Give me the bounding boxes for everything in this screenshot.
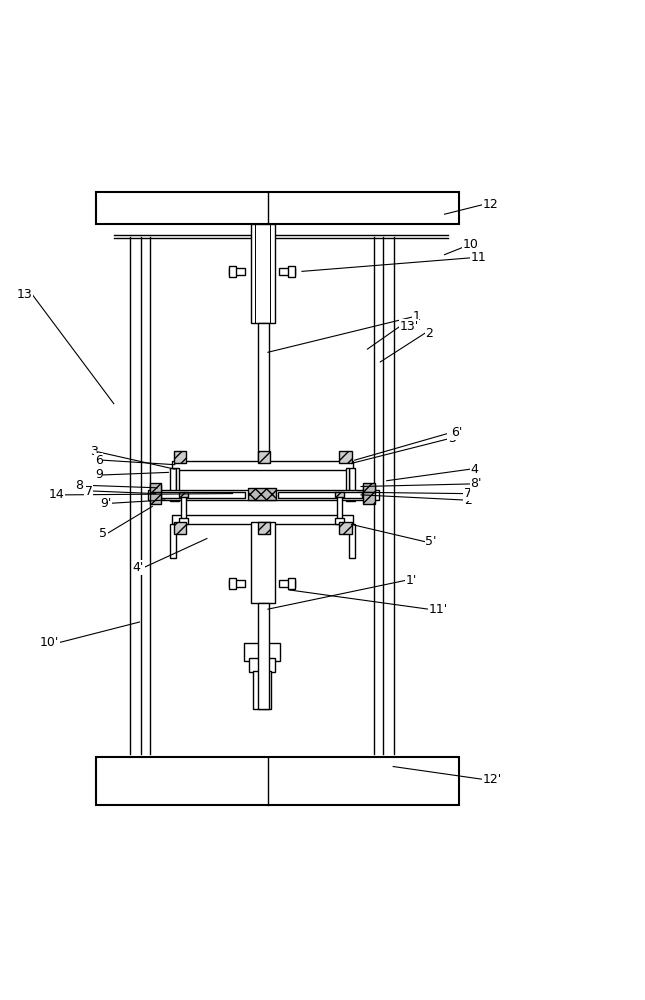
Bar bbox=[335, 492, 344, 497]
Text: 4': 4' bbox=[133, 561, 144, 574]
Bar bbox=[337, 495, 342, 521]
Text: 8: 8 bbox=[75, 479, 84, 492]
Bar bbox=[339, 451, 352, 463]
Text: 1: 1 bbox=[412, 310, 421, 323]
Bar bbox=[249, 658, 275, 672]
Bar bbox=[230, 266, 236, 277]
Bar bbox=[349, 524, 355, 558]
Bar bbox=[170, 468, 176, 501]
Bar bbox=[349, 468, 355, 501]
Bar bbox=[250, 522, 275, 603]
Bar bbox=[230, 268, 245, 275]
Bar bbox=[174, 522, 186, 534]
Text: 3: 3 bbox=[90, 445, 98, 458]
Bar bbox=[230, 580, 245, 587]
Text: 10': 10' bbox=[40, 636, 59, 649]
Bar bbox=[363, 485, 375, 504]
Bar bbox=[250, 224, 275, 323]
Bar bbox=[346, 468, 349, 501]
Bar bbox=[161, 492, 246, 498]
Bar bbox=[150, 485, 161, 504]
Bar bbox=[172, 461, 353, 470]
Bar bbox=[174, 451, 186, 463]
Bar bbox=[339, 522, 352, 534]
Text: 7: 7 bbox=[84, 485, 93, 498]
Text: 9': 9' bbox=[101, 497, 112, 510]
Bar bbox=[258, 323, 268, 465]
Bar bbox=[363, 483, 375, 492]
Bar bbox=[97, 192, 459, 224]
Text: 5: 5 bbox=[99, 527, 107, 540]
Bar bbox=[148, 490, 379, 500]
Text: 6': 6' bbox=[451, 426, 462, 439]
Bar bbox=[97, 757, 459, 805]
Text: 9: 9 bbox=[95, 468, 103, 481]
Text: 13: 13 bbox=[17, 288, 32, 301]
Text: 2: 2 bbox=[425, 327, 433, 340]
Bar bbox=[258, 603, 268, 709]
Text: 13': 13' bbox=[399, 320, 419, 333]
Text: 2': 2' bbox=[464, 493, 475, 506]
Text: 6: 6 bbox=[95, 454, 103, 467]
Bar bbox=[277, 492, 362, 498]
Text: 12: 12 bbox=[483, 198, 499, 211]
Text: 12': 12' bbox=[483, 773, 502, 786]
Bar bbox=[176, 468, 179, 501]
Bar bbox=[279, 268, 295, 275]
Bar bbox=[181, 495, 186, 521]
Bar bbox=[248, 488, 276, 500]
Bar bbox=[230, 578, 236, 589]
Bar bbox=[170, 524, 176, 558]
Bar bbox=[288, 578, 295, 589]
Text: 11: 11 bbox=[470, 251, 486, 264]
Bar bbox=[150, 483, 161, 492]
Bar bbox=[179, 492, 188, 497]
Text: 11': 11' bbox=[428, 603, 448, 616]
Text: 5': 5' bbox=[425, 535, 437, 548]
Text: 8': 8' bbox=[470, 477, 482, 490]
Text: 10: 10 bbox=[462, 238, 478, 251]
Text: 4: 4 bbox=[470, 463, 478, 476]
Bar bbox=[244, 643, 280, 661]
Bar bbox=[335, 518, 344, 524]
Text: 1': 1' bbox=[406, 574, 417, 587]
Text: 14: 14 bbox=[48, 488, 64, 501]
Bar bbox=[253, 671, 271, 709]
Text: 3': 3' bbox=[448, 432, 459, 445]
Bar bbox=[172, 515, 353, 524]
Bar bbox=[288, 266, 295, 277]
Text: 7': 7' bbox=[464, 487, 475, 500]
Bar bbox=[279, 580, 295, 587]
Bar bbox=[257, 522, 270, 534]
Bar bbox=[257, 451, 270, 463]
Bar bbox=[179, 518, 188, 524]
